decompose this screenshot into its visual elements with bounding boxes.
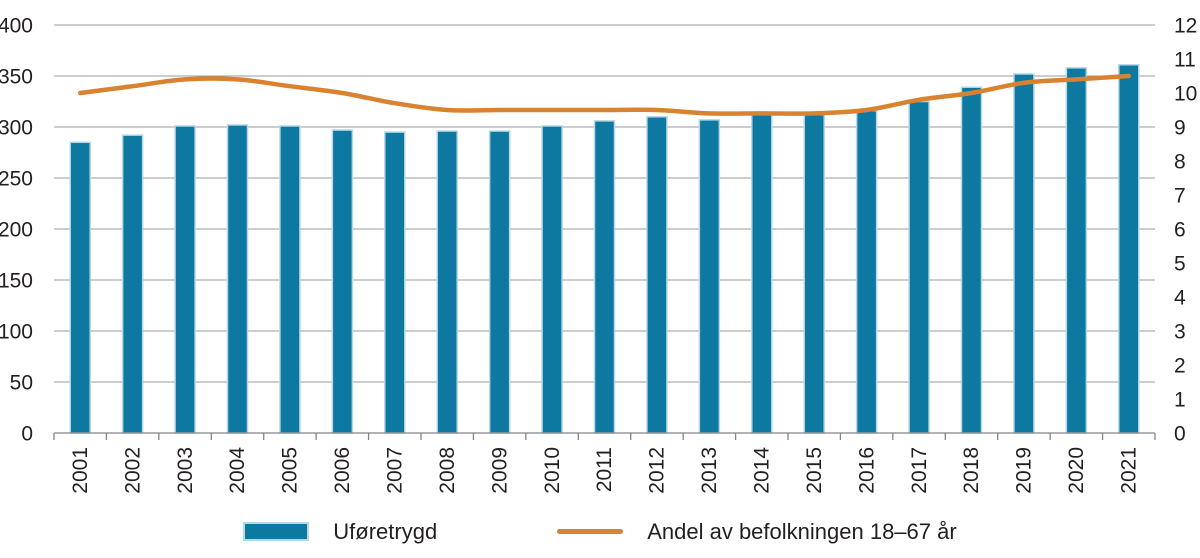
- y-axis-label-left: 400: [0, 14, 33, 37]
- x-tick-label: 2021: [1118, 447, 1141, 494]
- chart-legend: Uføretrygd Andel av befolkningen 18–67 å…: [0, 505, 1200, 558]
- bar: [855, 109, 878, 434]
- x-tick-label: 2013: [698, 447, 721, 494]
- line-series-swatch: [557, 529, 624, 534]
- y-axis-label-right: 10: [1174, 82, 1197, 105]
- bar: [646, 116, 668, 434]
- trend-line: [77, 73, 1132, 116]
- legend-item-andel: Andel av befolkningen 18–67 år: [557, 518, 957, 545]
- y-axis-label-left: 200: [0, 218, 33, 241]
- legend-label-andel: Andel av befolkningen 18–67 år: [647, 518, 957, 544]
- y-axis-label-left: 300: [0, 116, 33, 139]
- x-tick-label: 2011: [593, 447, 616, 492]
- y-axis-label-left: 50: [10, 371, 33, 394]
- bar: [698, 119, 721, 434]
- y-axis-label-right: 9: [1174, 116, 1186, 139]
- x-tick-label: 2009: [488, 447, 511, 494]
- legend-item-uforetrygd: Uføretrygd: [243, 519, 437, 545]
- y-axis-label-right: 8: [1174, 150, 1186, 173]
- x-tick-label: 2004: [226, 447, 249, 494]
- y-axis-label-right: 0: [1174, 422, 1186, 445]
- x-tick-label: 2001: [69, 447, 92, 494]
- x-tick-label: 2020: [1065, 447, 1088, 494]
- bar: [751, 114, 773, 434]
- bar: [121, 134, 144, 434]
- y-axis-label-right: 5: [1174, 252, 1186, 275]
- y-axis-label-right: 11: [1174, 48, 1196, 71]
- bar: [803, 114, 825, 434]
- y-axis-label-right: 4: [1174, 286, 1186, 309]
- x-tick-label: 2016: [855, 447, 878, 494]
- bar: [174, 125, 196, 434]
- x-tick-label: 2008: [436, 447, 459, 494]
- bar: [541, 125, 563, 434]
- bar: [69, 141, 91, 434]
- x-tick-label: 2006: [331, 447, 354, 494]
- bar: [1013, 73, 1035, 434]
- x-tick-label: 2015: [803, 447, 826, 494]
- y-axis-label-left: 100: [0, 320, 33, 343]
- bar: [908, 100, 930, 434]
- chart-svg: 0501001502002503003504000123456789101112…: [0, 14, 1197, 494]
- x-tick-label: 2017: [908, 447, 931, 494]
- x-tick-label: 2018: [960, 447, 983, 494]
- x-tick-label: 2014: [751, 447, 774, 494]
- bar: [593, 120, 616, 434]
- x-tick-label: 2019: [1013, 447, 1036, 494]
- x-tick-label: 2005: [279, 447, 302, 494]
- bar: [436, 130, 458, 434]
- y-axis-label-left: 350: [0, 65, 33, 88]
- x-tick-label: 2007: [384, 447, 407, 494]
- y-axis-label-left: 150: [0, 269, 33, 292]
- bar: [1118, 64, 1140, 434]
- x-tick-label: 2010: [541, 447, 564, 494]
- bar: [960, 86, 983, 434]
- bar: [488, 130, 511, 434]
- y-axis-label-right: 1: [1174, 388, 1186, 411]
- y-axis-label-right: 6: [1174, 218, 1186, 241]
- bar: [331, 129, 354, 434]
- y-axis-label-right: 12: [1174, 14, 1197, 37]
- bar: [279, 125, 301, 434]
- x-tick-label: 2002: [121, 447, 144, 494]
- y-axis-label-right: 2: [1174, 354, 1186, 377]
- y-axis-label-right: 7: [1174, 184, 1186, 207]
- bar-series-swatch: [243, 522, 310, 541]
- x-tick-label: 2003: [174, 447, 197, 494]
- bar: [1065, 67, 1088, 434]
- y-axis-label-left: 0: [21, 422, 33, 445]
- y-axis-label-right: 3: [1174, 320, 1186, 343]
- x-tick-label: 2012: [646, 447, 669, 494]
- bar: [226, 124, 249, 434]
- y-axis-label-left: 250: [0, 167, 33, 190]
- bar: [384, 131, 406, 434]
- legend-label-uforetrygd: Uføretrygd: [333, 518, 438, 544]
